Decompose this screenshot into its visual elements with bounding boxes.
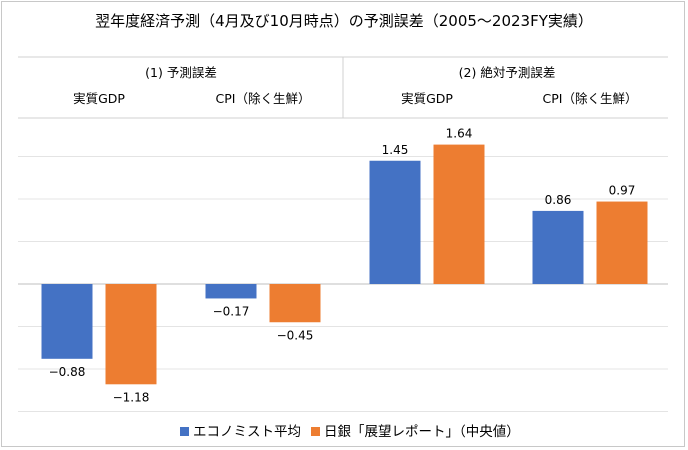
legend-label-economists: エコノミスト平均: [193, 424, 301, 440]
bars: [41, 144, 648, 385]
data-label-series-2-cat-3: 1.64: [446, 127, 473, 141]
data-label-series-1-cat-3: 1.45: [382, 143, 409, 157]
legend-label-boj: 日銀「展望レポート」（中央値）: [324, 424, 520, 440]
bar-series-1-cat-1: [41, 284, 93, 359]
legend-swatch-boj: [311, 427, 320, 436]
bar-series-1-cat-4: [532, 210, 584, 284]
category-label-cpi-1: CPI（除く生鮮）: [216, 91, 311, 106]
category-label-real-gdp-1: 実質GDP: [73, 91, 125, 106]
data-label-series-2-cat-4: 0.97: [609, 184, 636, 198]
data-label-series-1-cat-2: −0.17: [213, 304, 250, 318]
group-label-forecast-error: (1) 予測誤差: [145, 65, 217, 80]
data-label-series-2-cat-1: −1.18: [113, 390, 150, 404]
bar-series-1-cat-2: [205, 284, 257, 299]
bar-series-1-cat-3: [369, 160, 421, 284]
chart-title: 翌年度経済予測（4月及び10月時点）の予測誤差（2005～2023FY実績）: [95, 12, 593, 30]
group-header: (1) 予測誤差 (2) 絶対予測誤差 実質GDP CPI（除く生鮮） 実質GD…: [18, 56, 668, 119]
data-label-series-1-cat-1: −0.88: [49, 365, 86, 379]
bar-series-2-cat-1: [105, 284, 157, 385]
category-label-real-gdp-2: 実質GDP: [401, 91, 453, 106]
legend-swatch-economists: [180, 427, 189, 436]
bar-series-2-cat-4: [596, 201, 648, 284]
legend: エコノミスト平均 日銀「展望レポート」（中央値）: [180, 424, 520, 440]
data-label-series-2-cat-2: −0.45: [277, 328, 314, 342]
category-label-cpi-2: CPI（除く生鮮）: [543, 91, 638, 106]
bar-series-2-cat-3: [433, 144, 485, 284]
bar-series-2-cat-2: [269, 284, 321, 323]
group-label-absolute-error: (2) 絶対予測誤差: [459, 65, 556, 80]
data-label-series-1-cat-4: 0.86: [545, 193, 572, 207]
data-labels: −0.88 −0.17 1.45 0.86 −1.18 −0.45 1.64 0.97: [49, 127, 636, 405]
